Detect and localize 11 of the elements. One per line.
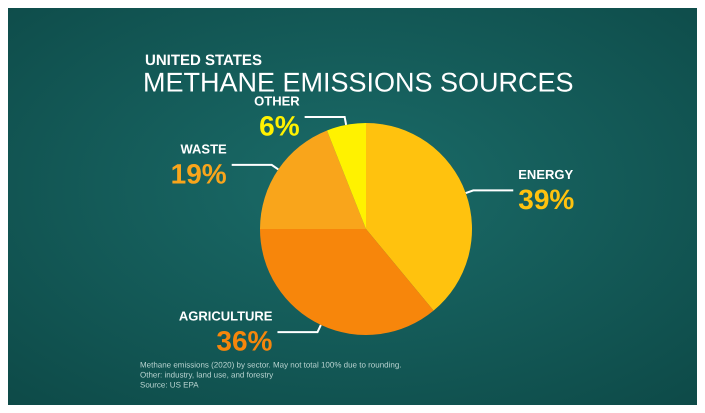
data-label: 36% [216,326,273,357]
source-note: Source: US EPA [140,380,200,390]
text: Other: industry, land use, and forestry [140,370,274,380]
slice-label: ENERGY [518,166,574,182]
data-label: 39% [518,184,574,215]
slice-label: AGRICULTURE [178,308,273,324]
chart-subtitle: UNITED STATES [145,52,262,69]
slice-label: WASTE [180,141,228,156]
text: Methane emissions (2020) by sector. May not total 100% due to rounding. [140,360,402,370]
data-label: 6% [259,110,300,142]
data-label: 19% [170,158,227,190]
